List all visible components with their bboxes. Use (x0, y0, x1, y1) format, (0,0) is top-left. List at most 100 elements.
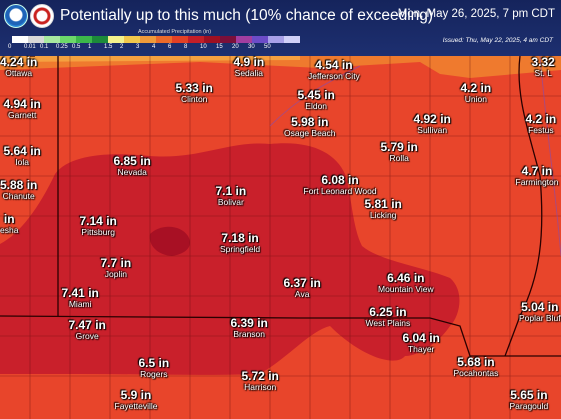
city-label: 6.37 in Ava (284, 277, 321, 299)
legend-swatch (284, 36, 300, 43)
city-label: 6.5 in Rogers (139, 357, 170, 379)
city-name: Sullivan (417, 125, 448, 135)
city-name: Branson (233, 329, 266, 339)
city-name: Pocahontas (453, 368, 499, 378)
legend-tick: 0 (8, 44, 12, 50)
city-name: Union (464, 94, 487, 104)
noaa-logo-icon (4, 4, 28, 28)
precip-value: 6.5 in (138, 356, 170, 370)
city-label: 6.85 in Nevada (114, 155, 151, 177)
city-label: 7.1 in Bolivar (216, 185, 247, 207)
city-label: 6.08 in Fort Leonard Wood (304, 174, 377, 196)
precipitation-map (0, 56, 561, 419)
legend-tick: 0.5 (72, 44, 81, 50)
legend-swatch (220, 36, 236, 43)
city-name: Pittsburg (81, 227, 115, 237)
city-label: 6.25 in West Plains (366, 306, 411, 328)
legend-tick: 0.25 (56, 44, 68, 50)
city-label: 5.04 in Poplar Bluf (519, 301, 561, 323)
precip-value: 5.33 in (175, 81, 213, 95)
city-label: 3.32 St. L (532, 56, 555, 78)
city-name: Mountain View (378, 284, 434, 294)
city-label: 7.14 in Pittsburg (80, 215, 117, 237)
precip-value: 6.25 in (369, 305, 407, 319)
legend-swatch (124, 36, 140, 43)
precip-value: 5.79 in (380, 140, 418, 154)
state-lines (0, 56, 561, 357)
precip-band-light (0, 56, 561, 78)
city-label: 7.7 in Joplin (101, 257, 132, 279)
city-name: esha (0, 225, 19, 235)
precip-value: 6.85 in (113, 154, 151, 168)
city-label: 5.9 in Fayetteville (115, 389, 158, 411)
precip-value: 5.9 in (120, 388, 152, 402)
legend-swatch (28, 36, 44, 43)
city-name: Jefferson City (308, 71, 360, 81)
legend-swatch (44, 36, 60, 43)
city-label: 5.79 in Rolla (381, 141, 418, 163)
rivers (269, 56, 561, 257)
legend-tick: 2 (120, 44, 124, 50)
city-label: 5.33 in Clinton (176, 82, 213, 104)
city-label: 4.2 in Union (461, 82, 492, 104)
city-name: Clinton (180, 94, 208, 104)
city-name: Harrison (244, 382, 277, 392)
precip-value: 5.88 in (0, 178, 38, 192)
precip-value: 5.98 in (291, 115, 329, 129)
legend-swatch (92, 36, 108, 43)
city-label: 5.72 in Harrison (242, 370, 279, 392)
precip-value: 7.14 in (79, 214, 117, 228)
valid-time: Mon, May 26, 2025, 7 pm CDT (397, 8, 555, 20)
city-name: Bolivar (217, 197, 244, 207)
city-name: Paragould (509, 401, 549, 411)
issued-time: Issued: Thu, May 22, 2025, 4 am CDT (442, 37, 553, 44)
legend-ticks: 0 0.01 0.1 0.25 0.5 1 1.5 2 3 4 6 8 10 15 20 30 50 (2, 44, 342, 54)
legend-swatch (108, 36, 124, 43)
city-label: 6.46 in Mountain View (378, 272, 434, 294)
city-name: Miami (68, 299, 92, 309)
city-label: in esha (0, 213, 18, 235)
legend-swatch (236, 36, 252, 43)
precip-value: 7.41 in (61, 286, 99, 300)
precip-value: 6.46 in (387, 271, 425, 285)
city-name: Fayetteville (114, 401, 158, 411)
city-name: Festus (528, 125, 554, 135)
legend-swatch (76, 36, 92, 43)
legend-tick: 0.1 (40, 44, 49, 50)
city-label: 5.45 in Eldon (298, 89, 335, 111)
precip-value: 5.81 in (364, 197, 402, 211)
legend-tick: 8 (184, 44, 188, 50)
city-name: Springfield (220, 244, 261, 254)
city-label: 4.7 in Farmington (516, 165, 559, 187)
city-name: West Plains (365, 318, 411, 328)
city-name: Thayer (407, 344, 435, 354)
precip-value: 5.64 in (3, 144, 41, 158)
city-label: 5.65 in Paragould (510, 389, 549, 411)
city-label: 6.39 in Branson (231, 317, 268, 339)
city-label: 4.92 in Sullivan (414, 113, 451, 135)
precip-value: 6.39 in (230, 316, 268, 330)
legend-tick: 30 (248, 44, 255, 50)
county-lines (0, 56, 561, 419)
precip-value: 5.65 in (510, 388, 548, 402)
city-name: Poplar Bluf (519, 313, 561, 323)
city-name: Joplin (104, 269, 127, 279)
legend-swatch (12, 36, 28, 43)
nws-logo-icon (30, 4, 54, 28)
legend-tick: 1.5 (104, 44, 113, 50)
precip-value: in (3, 212, 15, 226)
precip-value: 7.7 in (100, 256, 132, 270)
precip-value: 4.2 in (460, 81, 492, 95)
precip-value: 4.9 in (233, 55, 265, 69)
precip-band-heaviest (149, 226, 191, 256)
precip-value: 4.94 in (3, 97, 41, 111)
legend-tick: 4 (152, 44, 156, 50)
legend-swatch (188, 36, 204, 43)
legend-tick: 15 (216, 44, 223, 50)
city-label: 4.9 in Sedalia (234, 56, 265, 78)
city-name: St. L (534, 68, 552, 78)
city-name: Fort Leonard Wood (303, 186, 377, 196)
precip-value: 4.54 in (315, 58, 353, 72)
city-name: Ava (294, 289, 310, 299)
legend-tick: 3 (136, 44, 140, 50)
